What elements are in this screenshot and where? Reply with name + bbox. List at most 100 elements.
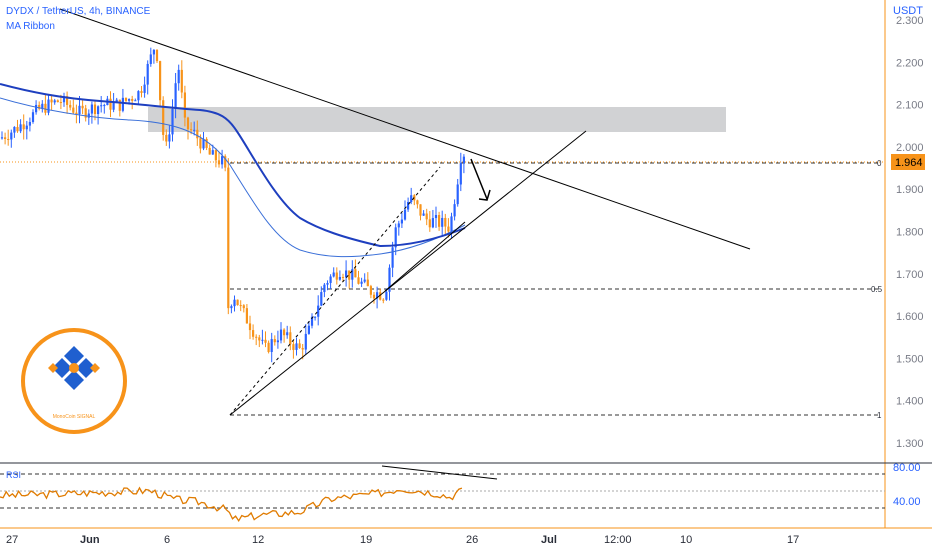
rsi-line [0,486,463,523]
time-tick-26: 26 [466,534,478,546]
ma-ribbon-slow [0,97,466,258]
candle-body [217,160,221,165]
candle-body [143,84,146,93]
candle-body [115,99,118,103]
candle-body [75,112,78,115]
indicator-label: MA Ribbon [6,21,55,32]
candle-body [431,218,434,228]
logo-text: MonoCoin SIGNAL [53,414,96,420]
resistance-zone [148,107,726,132]
candle-body [314,316,317,318]
ascending-trendline [229,130,587,416]
time-tick-10: 10 [680,534,692,546]
candle-body [25,125,28,130]
price-tick: 2.300 [896,15,924,27]
candle-body [354,269,357,278]
candle-body [301,347,304,350]
candle-body [338,277,341,280]
price-tick: 1.900 [896,184,924,196]
candle-body [379,292,382,300]
time-tick-19: 19 [360,534,372,546]
candle-body [180,69,183,93]
candle-body [298,343,301,348]
candle-body [208,147,211,155]
candle-body [84,108,87,118]
candle-body [227,167,230,309]
candle-body [348,270,351,280]
candle-body [400,219,403,224]
candle-body [103,105,106,107]
candle-body [351,269,354,280]
candle-body [190,129,193,131]
price-tick: 1.500 [896,353,924,365]
candle-body [100,105,103,107]
candle-body [62,96,66,103]
price-tick: 1.400 [896,396,924,408]
candle-body [363,279,366,282]
candle-body [90,104,93,114]
candle-body [425,213,428,220]
candle-body [385,291,388,300]
candle-body [162,100,165,135]
candle-body [137,91,140,101]
current-price-value: 1.964 [895,157,923,169]
candle-body [323,284,326,293]
candle-body [149,54,152,64]
price-axis-currency: USDT [893,5,923,17]
candle-body [41,103,44,109]
candle-body [66,96,69,105]
candle-body [273,339,276,343]
candle-body [50,99,53,103]
candle-body [97,106,100,115]
candle-body [462,156,465,164]
candle-body [264,339,267,343]
candle-body [289,332,292,345]
candle-body [258,337,261,341]
candle-body [388,267,391,292]
candle-body [155,49,159,62]
price-tick: 1.300 [896,438,924,450]
candle-body [16,126,19,132]
candle-body [93,104,97,115]
candle-body [121,97,124,111]
candle-body [72,107,75,113]
candle-body [35,104,38,113]
candle-body [214,150,217,161]
candle-body [165,134,168,142]
candle-body [459,163,462,185]
candle-body [159,61,162,101]
candle-body [332,272,335,277]
time-tick-17: 17 [787,534,799,546]
monocoin-logo: MonoCoin SIGNAL [21,328,127,434]
candle-body [276,340,279,343]
candle-body [279,329,283,341]
candle-body [221,156,224,165]
price-tick: 1.800 [896,227,924,239]
candle-body [152,49,155,55]
candlestick-series [0,47,465,363]
time-tick-jun: Jun [80,534,100,546]
candle-body [109,98,112,110]
price-tick: 1.600 [896,311,924,323]
candle-body [44,103,47,113]
candle-body [199,138,202,149]
candle-body [146,63,149,85]
candle-body [134,100,137,102]
candle-body [382,299,385,301]
candle-body [366,279,369,287]
candle-body [131,98,134,101]
rsi-tick-40: 40.00 [893,496,921,508]
candle-body [124,97,128,101]
candle-body [47,99,50,113]
candle-body [283,329,286,336]
candle-body [438,215,441,227]
candle-body [407,201,410,210]
candle-body [456,184,459,205]
candle-body [140,91,143,93]
candle-body [112,102,115,110]
candle-body [248,323,252,331]
forecast-arrow [470,158,488,200]
candle-body [177,69,180,84]
candle-body [329,276,332,283]
